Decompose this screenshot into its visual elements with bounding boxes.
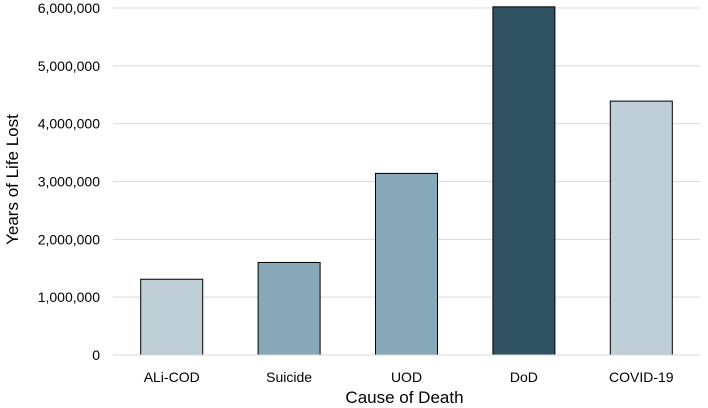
bar-covid-19	[609, 100, 673, 356]
y-tick-label: 6,000,000	[38, 0, 100, 16]
y-tick-label: 0	[92, 347, 100, 363]
y-tick-label: 5,000,000	[38, 58, 100, 74]
bar-dod	[492, 6, 556, 356]
bar-uod	[375, 172, 438, 356]
x-tick-label: UOD	[391, 369, 422, 385]
y-axis-title: Years of Life Lost	[3, 114, 22, 245]
x-tick-label: COVID-19	[609, 369, 674, 385]
y-axis-ticks: 0 1,000,000 2,000,000 3,000,000 4,000,000 5,0…	[38, 0, 101, 363]
y-tick-label: 1,000,000	[38, 289, 100, 305]
y-tick-label: 3,000,000	[38, 174, 100, 190]
x-tick-label: DoD	[510, 369, 538, 385]
bars	[140, 6, 673, 356]
y-tick-label: 2,000,000	[38, 231, 100, 247]
x-tick-label: Suicide	[266, 369, 312, 385]
x-tick-label: ALi-COD	[144, 369, 200, 385]
x-axis-title: Cause of Death	[345, 388, 463, 407]
bar-ali-cod	[140, 278, 204, 356]
bar-suicide	[257, 261, 321, 356]
x-axis-ticks: ALi-COD Suicide UOD DoD COVID-19	[144, 369, 674, 385]
y-tick-label: 4,000,000	[38, 116, 100, 132]
